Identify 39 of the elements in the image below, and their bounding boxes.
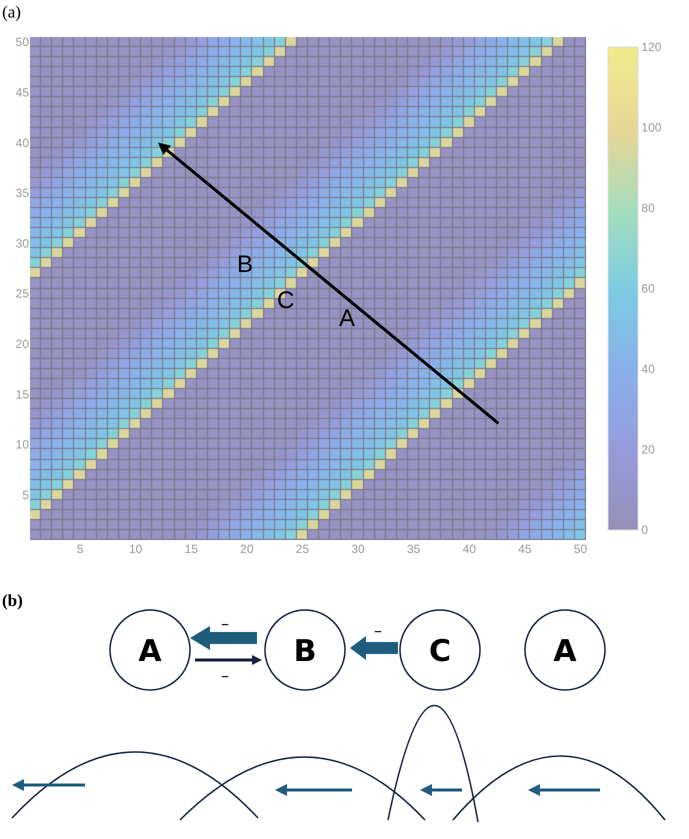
circle: A: [524, 609, 606, 691]
y-tick-label: 25: [16, 286, 30, 301]
x-tick-label: 25: [296, 542, 310, 556]
color-bar-label: 60: [641, 282, 656, 296]
circle: C: [399, 609, 481, 691]
y-tick-label: 5: [22, 488, 30, 502]
x-tick-label: 40: [462, 542, 476, 556]
y-tick-label: 50: [16, 35, 30, 50]
color-bar-label: 20: [641, 442, 656, 457]
y-tick-label: 35: [16, 186, 30, 200]
text: (b): [2, 591, 23, 610]
y-tick-label: 45: [16, 86, 30, 100]
y-tick-label: 40: [16, 136, 30, 150]
annotation: B: [237, 251, 254, 278]
y-tick-label: 20: [16, 337, 30, 352]
annotation: A: [339, 305, 356, 332]
text: –: [221, 614, 229, 633]
text: –: [374, 621, 382, 640]
color-bar-label: 120: [641, 40, 662, 54]
annotation: C: [277, 287, 294, 314]
x-tick-label: 45: [518, 542, 532, 556]
x-tick-label: 15: [184, 542, 198, 556]
y-tick-label: 15: [16, 387, 30, 402]
y-tick-label: 30: [16, 236, 30, 250]
x-tick-label: 35: [406, 542, 421, 556]
circle: A: [109, 609, 191, 691]
x-tick-label: 10: [128, 542, 143, 556]
x-tick-label: 50: [574, 542, 588, 556]
chart-title: (a): [2, 2, 21, 22]
color-bar-label: 40: [641, 362, 656, 376]
color-bar-label: 80: [641, 201, 656, 216]
x-tick-label: 30: [351, 542, 366, 556]
text: –: [221, 666, 229, 685]
x-tick-label: 5: [76, 542, 84, 556]
y-tick-label: 10: [16, 438, 30, 452]
color-bar-label: 100: [641, 120, 662, 135]
circle: B: [264, 609, 346, 691]
x-tick-label: 20: [240, 542, 254, 556]
color-bar-label: 0: [641, 523, 648, 538]
